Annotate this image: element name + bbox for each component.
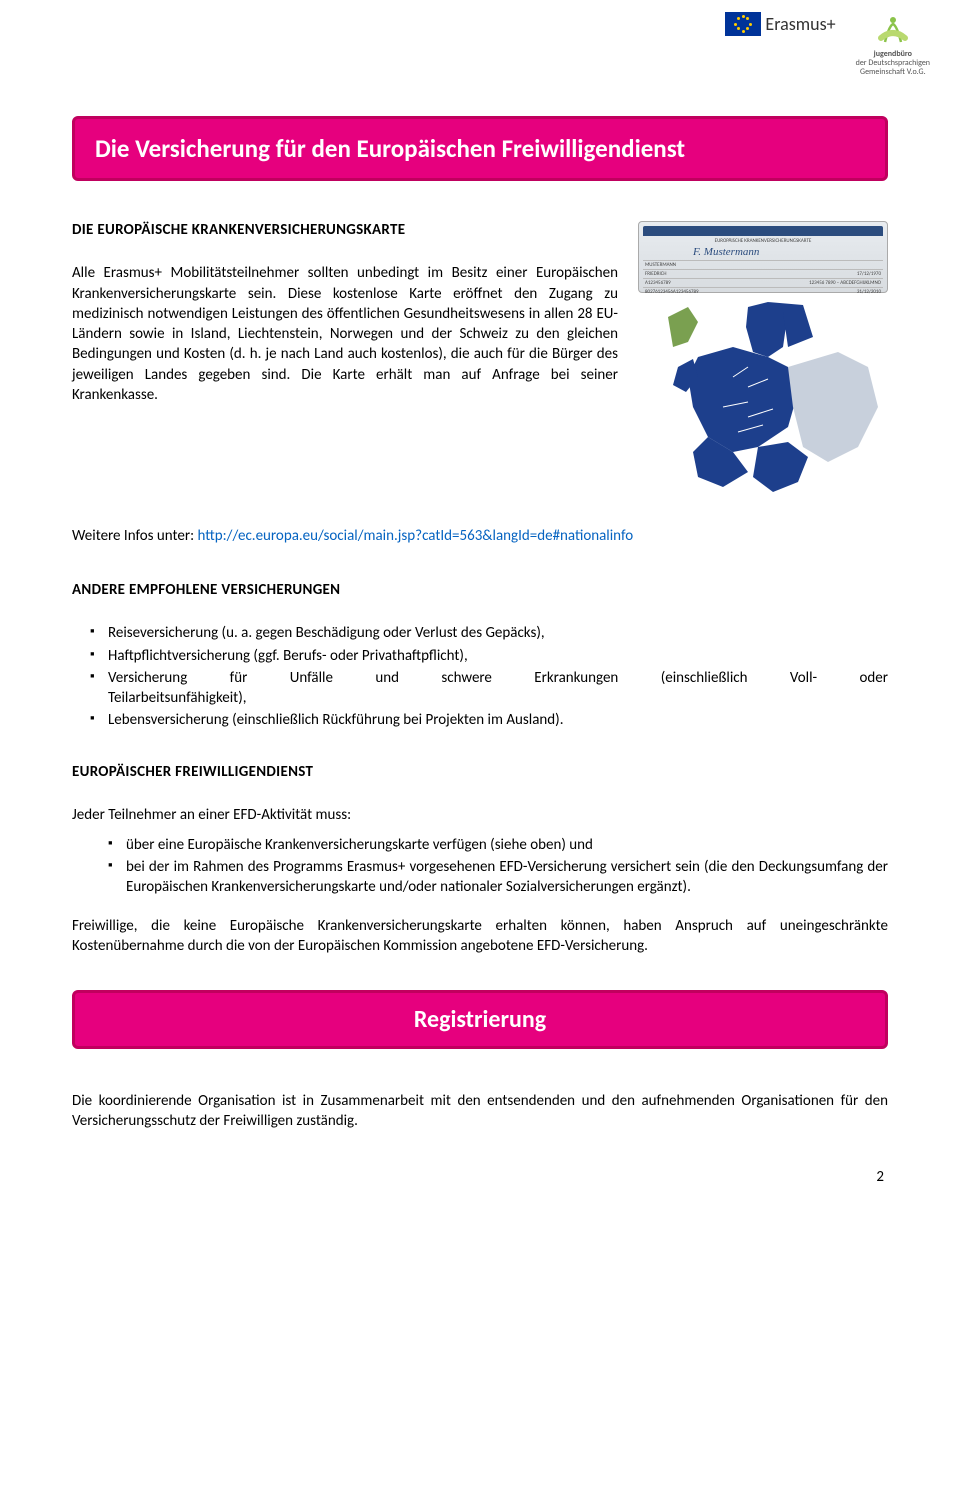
side-illustration: EUROPÄISCHE KRANKENVERSICHERUNGSKARTE F.… — [638, 221, 888, 497]
section-ehic: DIE EUROPÄISCHE KRANKENVERSICHERUNGSKART… — [72, 221, 888, 497]
list-item: Haftpflichtversicherung (ggf. Berufs- od… — [72, 646, 888, 666]
europe-map-image — [638, 297, 888, 497]
list-item: Lebensversicherung (einschließlich Rückf… — [72, 710, 888, 730]
insurance-list: Reiseversicherung (u. a. gegen Beschädig… — [72, 623, 888, 730]
efd-intro: Jeder Teilnehmer an einer EFD-Aktivität … — [72, 805, 888, 825]
page-content: Die Versicherung für den Europäischen Fr… — [0, 116, 960, 1131]
registration-banner: Registrierung — [72, 990, 888, 1049]
erasmus-label: Erasmus+ — [765, 13, 835, 35]
jugendbuero-logo: jugendbüro der Deutschsprachigen Gemeins… — [856, 12, 930, 76]
section-heading: ANDERE EMPFOHLENE VERSICHERUNGEN — [72, 581, 888, 599]
title-banner: Die Versicherung für den Europäischen Fr… — [72, 116, 888, 181]
list-item: VersicherungfürUnfälleundschwereErkranku… — [72, 668, 888, 709]
list-item: bei der im Rahmen des Programms Erasmus+… — [72, 857, 888, 898]
title-text: Die Versicherung für den Europäischen Fr… — [95, 133, 865, 164]
section-heading: DIE EUROPÄISCHE KRANKENVERSICHERUNGSKART… — [72, 221, 618, 239]
efd-para2: Freiwillige, die keine Europäische Krank… — [72, 916, 888, 957]
section-other-insurance: ANDERE EMPFOHLENE VERSICHERUNGEN Reiseve… — [72, 581, 888, 730]
list-item: über eine Europäische Krankenversicherun… — [72, 835, 888, 855]
page-number: 2 — [876, 1168, 884, 1186]
registration-text: Registrierung — [95, 1005, 865, 1034]
jugendbuero-text: jugendbüro der Deutschsprachigen Gemeins… — [856, 50, 930, 76]
section-efd: EUROPÄISCHER FREIWILLIGENDIENST Jeder Te… — [72, 763, 888, 957]
more-info-line: Weitere Infos unter: http://ec.europa.eu… — [72, 527, 888, 545]
info-url[interactable]: http://ec.europa.eu/social/main.jsp?catI… — [198, 527, 634, 545]
ehic-card-image: EUROPÄISCHE KRANKENVERSICHERUNGSKARTE F.… — [638, 221, 888, 293]
footer-paragraph: Die koordinierende Organisation ist in Z… — [72, 1091, 888, 1132]
list-item: Reiseversicherung (u. a. gegen Beschädig… — [72, 623, 888, 643]
eu-flag-icon — [725, 12, 761, 36]
erasmus-logo: Erasmus+ — [725, 12, 835, 36]
section-heading: EUROPÄISCHER FREIWILLIGENDIENST — [72, 763, 888, 781]
info-prefix: Weitere Infos unter: — [72, 527, 198, 545]
page-header: Erasmus+ jugendbüro der Deutschsprachige… — [0, 0, 960, 86]
jugendbuero-icon — [875, 12, 911, 48]
section-body: Alle Erasmus+ Mobilitätsteilnehmer sollt… — [72, 263, 618, 405]
efd-list: über eine Europäische Krankenversicherun… — [72, 835, 888, 898]
